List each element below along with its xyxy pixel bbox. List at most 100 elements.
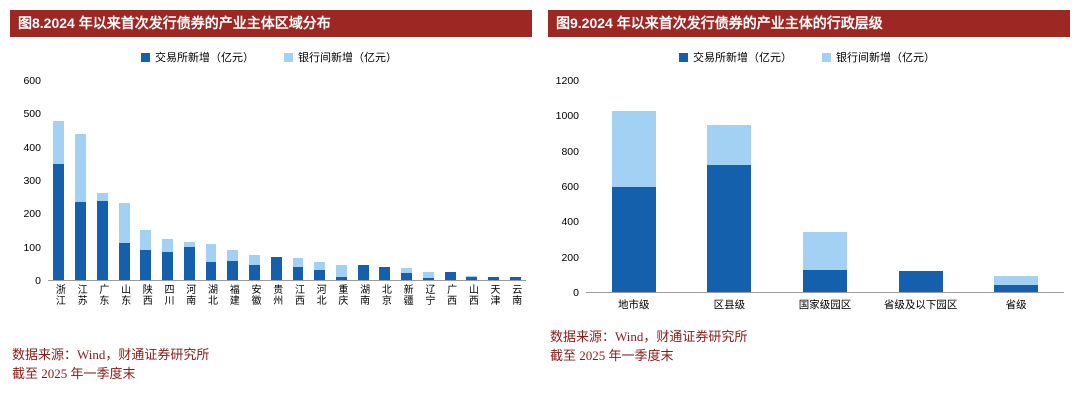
bar-column: 地市级 xyxy=(586,81,682,312)
source-note: 数据来源：Wind，财通证券研究所 截至 2025 年一季度末 xyxy=(10,346,532,384)
x-axis-category-label: 四川 xyxy=(162,284,174,306)
x-axis-category-label: 省级及以下园区 xyxy=(883,299,958,311)
bar-segment-interbank xyxy=(994,276,1039,285)
x-axis-category-label: 陕西 xyxy=(140,284,152,306)
bar-column: 重庆 xyxy=(330,81,353,330)
x-axis-category-label: 天津 xyxy=(488,284,500,306)
bar-segment-exchange xyxy=(422,278,434,280)
bar-segment-exchange xyxy=(803,270,847,292)
legend-swatch-interbank-icon xyxy=(822,52,831,62)
legend-swatch-exchange-icon xyxy=(141,52,150,62)
bar-segment-interbank xyxy=(335,265,347,277)
bar-column: 福建 xyxy=(221,81,244,330)
bar-segment-exchange xyxy=(466,276,478,280)
bar-segment-interbank xyxy=(611,110,656,187)
x-axis-category-label: 山东 xyxy=(118,284,130,306)
x-axis-category-label: 国家级园区 xyxy=(798,299,852,311)
bar-segment-exchange xyxy=(227,261,239,280)
bar-segment-exchange xyxy=(205,261,217,280)
bars-area: 地市级 区县级 国家级园区 省级及以下园区 省级 xyxy=(586,81,1064,312)
bar-segment-exchange xyxy=(140,250,152,280)
legend-label-interbank: 银行间新增（亿元） xyxy=(298,52,397,64)
bar-column: 天津 xyxy=(482,81,505,330)
bar-segment-exchange xyxy=(53,163,65,280)
source-line-1: 数据来源：Wind，财通证券研究所 xyxy=(12,347,210,362)
bar-column: 山西 xyxy=(460,81,483,330)
bar-column: 陕西 xyxy=(134,81,157,330)
x-axis-category-label: 辽宁 xyxy=(422,284,434,306)
x-axis-category-label: 山西 xyxy=(466,284,478,306)
x-axis-category-label: 地市级 xyxy=(618,299,650,311)
bar-segment-exchange xyxy=(611,186,656,292)
bar-segment-exchange xyxy=(270,256,282,280)
x-axis-category-label: 河北 xyxy=(314,284,326,306)
legend: 交易所新增（亿元） 银行间新增（亿元） xyxy=(12,49,526,65)
figure-8-panel: 图8.2024 年以来首次发行债券的产业主体区域分布 交易所新增（亿元） 银行间… xyxy=(10,10,532,384)
bar-segment-exchange xyxy=(488,276,499,280)
x-axis-category-label: 区县级 xyxy=(713,299,746,311)
bar-segment-exchange xyxy=(183,246,195,280)
x-axis-category-label: 省级 xyxy=(1005,299,1027,311)
bar-column: 广西 xyxy=(439,81,461,330)
bar-segment-exchange xyxy=(707,165,752,292)
bar-column: 辽宁 xyxy=(417,81,440,330)
x-axis-category-label: 江苏 xyxy=(75,284,87,306)
bar-column: 省级 xyxy=(968,81,1064,312)
figure-9-chart: 交易所新增（亿元） 银行间新增（亿元） 1200 1000 800 600 400 200… xyxy=(548,37,1070,312)
figure-9-panel: 图9.2024 年以来首次发行债券的产业主体的行政层级 交易所新增（亿元） 银行… xyxy=(548,10,1070,384)
bar-segment-interbank xyxy=(314,261,326,271)
bar-segment-exchange xyxy=(357,265,369,280)
bar-segment-exchange xyxy=(379,266,391,280)
bar-segment-interbank xyxy=(162,239,173,252)
bar-segment-exchange xyxy=(75,202,87,280)
x-axis-category-label: 新疆 xyxy=(401,284,413,306)
bar-segment-interbank xyxy=(401,268,413,274)
bar-segment-interbank xyxy=(292,258,304,267)
bar-column: 江苏 xyxy=(69,81,92,330)
bar-segment-interbank xyxy=(707,124,752,166)
x-axis-category-label: 河南 xyxy=(183,284,195,306)
bar-segment-exchange xyxy=(118,242,130,280)
bar-segment-interbank xyxy=(118,203,130,243)
source-line-2: 截至 2025 年一季度末 xyxy=(12,365,136,381)
bar-column: 湖北 xyxy=(200,81,222,330)
bar-column: 广东 xyxy=(91,81,114,330)
bar-column: 四川 xyxy=(156,81,179,330)
bars-area: 浙江 江苏 广东 山东 陕西 四川 河南 湖北 福建 安徽 贵州 江西 河北 重庆 湖南 北京 新疆 辽宁 广西 山西… xyxy=(48,81,527,330)
bar-column: 北京 xyxy=(374,81,396,330)
bar-segment-interbank xyxy=(183,241,195,247)
bar-column: 河北 xyxy=(308,81,331,330)
x-axis-category-label: 安徽 xyxy=(248,284,260,306)
bar-segment-exchange xyxy=(509,277,521,280)
bar-column: 省级及以下园区 xyxy=(872,81,969,312)
source-note: 数据来源：Wind，财通证券研究所 截至 2025 年一季度末 xyxy=(548,328,1070,366)
y-axis: 1200 1000 800 600 400 200 0 xyxy=(555,75,579,299)
bar-segment-exchange xyxy=(314,270,326,280)
x-axis-category-label: 北京 xyxy=(379,284,391,306)
figure-8-chart: 交易所新增（亿元） 银行间新增（亿元） 600 500 400 300 200 100 0 … xyxy=(10,37,532,330)
bar-segment-interbank xyxy=(227,250,239,262)
x-axis-category-label: 江西 xyxy=(292,284,304,306)
bar-column: 新疆 xyxy=(395,81,418,330)
bar-segment-interbank xyxy=(466,275,478,277)
bar-column: 国家级园区 xyxy=(777,81,873,312)
bar-segment-interbank xyxy=(803,232,847,271)
bar-column: 湖南 xyxy=(352,81,375,330)
bar-segment-exchange xyxy=(401,273,413,280)
x-axis-category-label: 湖南 xyxy=(357,284,369,306)
figure-8-title: 图8.2024 年以来首次发行债券的产业主体区域分布 xyxy=(10,10,532,37)
bar-column: 区县级 xyxy=(681,81,778,312)
bar-column: 贵州 xyxy=(265,81,288,330)
bar-segment-interbank xyxy=(249,255,260,266)
y-axis: 600 500 400 300 200 100 0 xyxy=(23,75,41,287)
legend-item-exchange: 交易所新增（亿元） xyxy=(679,49,792,65)
source-line-2: 截至 2025 年一季度末 xyxy=(550,347,674,363)
legend-item-exchange: 交易所新增（亿元） xyxy=(141,49,254,65)
bar-segment-exchange xyxy=(994,284,1039,292)
x-axis-category-label: 贵州 xyxy=(270,284,282,306)
plot-area: 1200 1000 800 600 400 200 0 地市级 区县级 国家级园区 省级及以下园区… xyxy=(550,75,1064,312)
plot-area: 600 500 400 300 200 100 0 浙江 江苏 广东 山东 陕西 四川 河南 湖北 福建 安徽… xyxy=(12,75,527,330)
bar-column: 浙江 xyxy=(48,81,70,330)
report-figures-row: 图8.2024 年以来首次发行债券的产业主体区域分布 交易所新增（亿元） 银行间… xyxy=(10,10,1070,384)
bar-column: 山东 xyxy=(113,81,135,330)
